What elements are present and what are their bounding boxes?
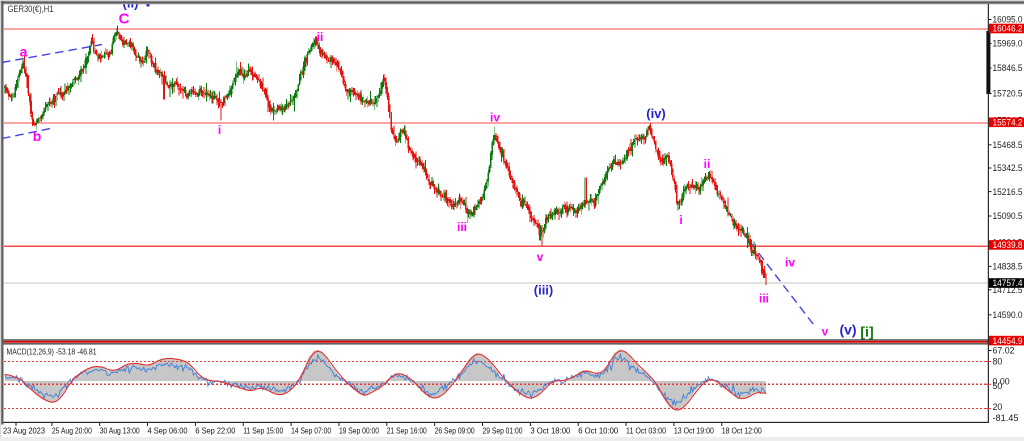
svg-text:80: 80 xyxy=(993,357,1003,367)
svg-text:iii: iii xyxy=(759,292,769,306)
svg-text:19 Sep 00:00: 19 Sep 00:00 xyxy=(339,427,379,436)
svg-text:MACD(12,26,9) -53.18 -46.81: MACD(12,26,9) -53.18 -46.81 xyxy=(7,347,97,357)
svg-text:(ii): (ii) xyxy=(123,0,139,10)
svg-text:29 Sep 01:00: 29 Sep 01:00 xyxy=(483,427,523,436)
svg-text:(v): (v) xyxy=(839,322,856,338)
svg-text:14590.0: 14590.0 xyxy=(993,310,1023,320)
svg-text:v: v xyxy=(537,250,544,264)
svg-text:iv: iv xyxy=(490,111,500,125)
svg-text:11 Sep 15:00: 11 Sep 15:00 xyxy=(243,427,283,436)
svg-text:GER30(€),H1: GER30(€),H1 xyxy=(8,4,54,14)
svg-text:v: v xyxy=(822,325,829,339)
svg-text:14 Sep 07:00: 14 Sep 07:00 xyxy=(291,427,331,436)
svg-text:20: 20 xyxy=(993,402,1003,412)
svg-text:21 Sep 16:00: 21 Sep 16:00 xyxy=(387,427,427,436)
svg-text:14712.5: 14712.5 xyxy=(993,285,1023,295)
svg-text:4 Sep 06:00: 4 Sep 06:00 xyxy=(148,427,188,436)
svg-text:30 Aug 13:00: 30 Aug 13:00 xyxy=(100,427,140,436)
svg-text:6 Sep 22:00: 6 Sep 22:00 xyxy=(195,427,235,436)
svg-text:6 Oct 10:00: 6 Oct 10:00 xyxy=(578,427,618,436)
svg-text:[i]: [i] xyxy=(860,324,873,340)
svg-text:i: i xyxy=(218,123,221,137)
svg-text:ii: ii xyxy=(317,30,324,44)
svg-text:a: a xyxy=(20,44,28,60)
svg-text:16095.0: 16095.0 xyxy=(993,15,1023,25)
svg-text:0.00: 0.00 xyxy=(993,377,1010,387)
svg-text:15468.5: 15468.5 xyxy=(993,140,1023,150)
svg-text:23 Aug 2023: 23 Aug 2023 xyxy=(3,427,45,436)
svg-text:b: b xyxy=(33,128,42,144)
svg-text:iii: iii xyxy=(457,220,467,234)
svg-text:67.02: 67.02 xyxy=(993,346,1015,356)
svg-text:C: C xyxy=(119,11,130,28)
svg-text:i: i xyxy=(679,213,682,227)
svg-text:15342.5: 15342.5 xyxy=(993,163,1023,173)
svg-text:25 Aug 20:00: 25 Aug 20:00 xyxy=(52,427,92,436)
svg-text:11 Oct 03:00: 11 Oct 03:00 xyxy=(626,427,666,436)
svg-text:15846.5: 15846.5 xyxy=(993,63,1023,73)
svg-text:14939.8: 14939.8 xyxy=(993,240,1023,250)
svg-text:15216.5: 15216.5 xyxy=(993,187,1023,197)
svg-text:14838.5: 14838.5 xyxy=(993,262,1023,272)
svg-text:15574.2: 15574.2 xyxy=(993,118,1023,128)
svg-text:26 Sep 09:00: 26 Sep 09:00 xyxy=(435,427,475,436)
svg-text:ii: ii xyxy=(704,157,711,171)
svg-text:(iv): (iv) xyxy=(646,106,666,121)
svg-text:14757.4: 14757.4 xyxy=(993,278,1023,288)
svg-text:3 Oct 18:00: 3 Oct 18:00 xyxy=(530,427,570,436)
svg-text:-81.45: -81.45 xyxy=(993,413,1019,423)
svg-text:50: 50 xyxy=(993,381,1003,391)
svg-text:14454.9: 14454.9 xyxy=(993,336,1023,346)
svg-text:18 Oct 12:00: 18 Oct 12:00 xyxy=(722,427,762,436)
svg-text:15090.5: 15090.5 xyxy=(993,211,1023,221)
svg-text:16046.2: 16046.2 xyxy=(993,24,1023,34)
svg-text:15969.0: 15969.0 xyxy=(993,39,1023,49)
svg-text:iv: iv xyxy=(785,256,795,270)
svg-text:13 Oct 19:00: 13 Oct 19:00 xyxy=(674,427,714,436)
svg-text:15720.5: 15720.5 xyxy=(993,89,1023,99)
svg-text:(iii): (iii) xyxy=(534,283,554,298)
